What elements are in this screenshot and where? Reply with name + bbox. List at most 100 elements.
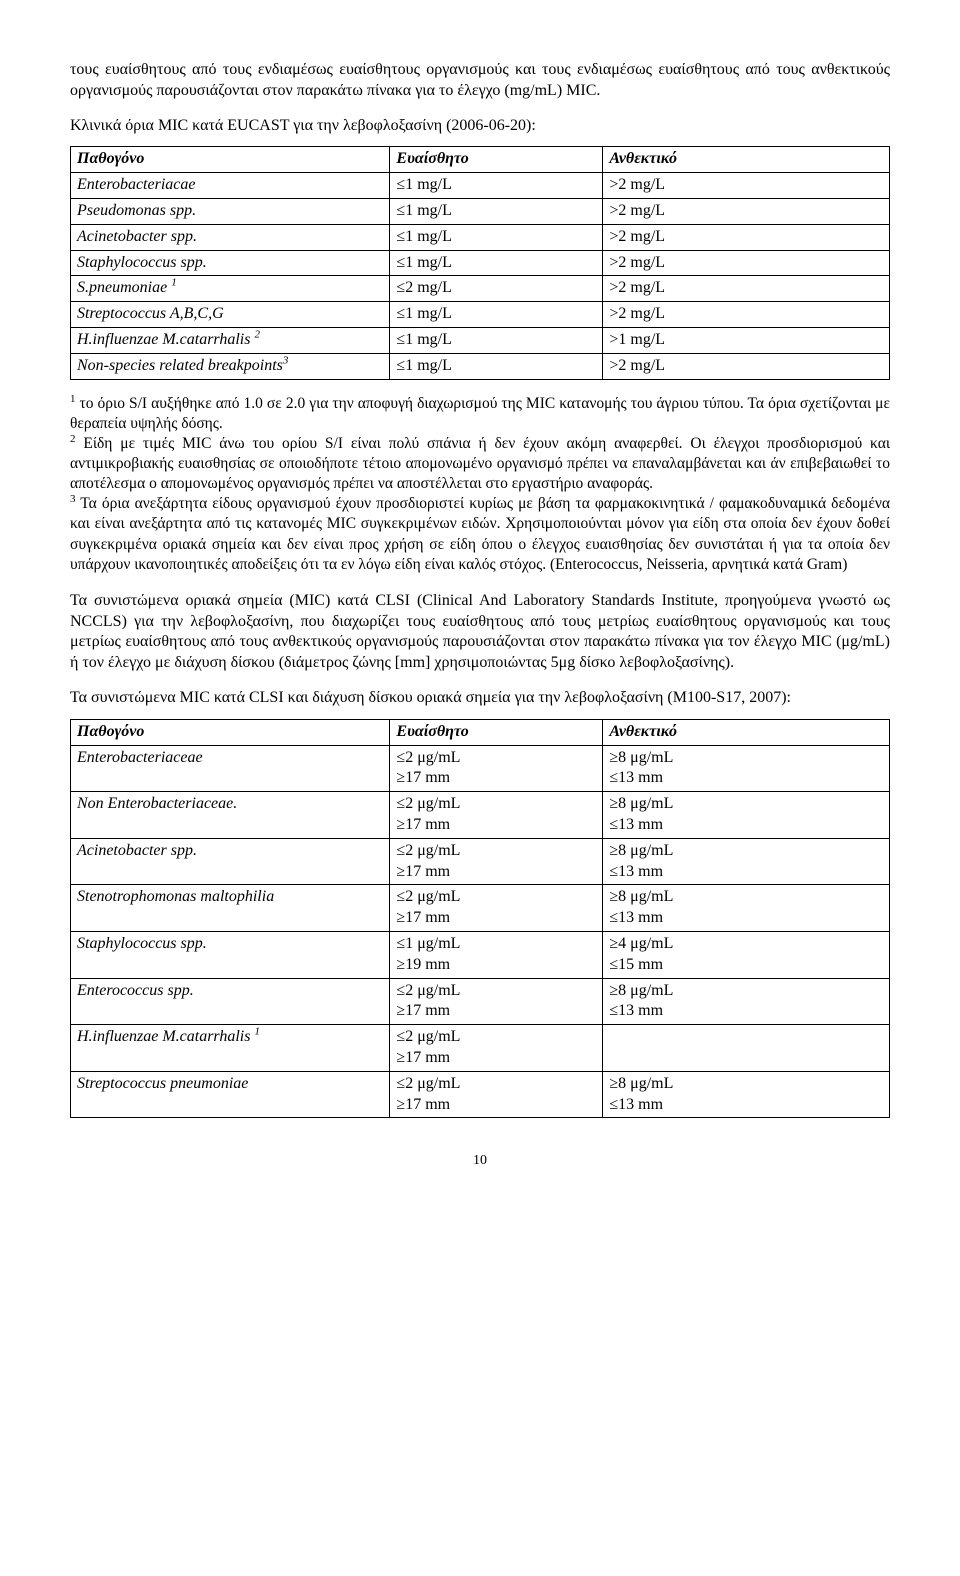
table-row: Non-species related breakpoints3 ≤1 mg/L… [71, 353, 890, 379]
cell-line: ≥17 mm [396, 1002, 450, 1019]
cell: Acinetobacter spp. [71, 838, 390, 885]
cell-text: H.influenzae M.catarrhalis [77, 1028, 254, 1045]
table-row: Non Enterobacteriaceae. ≤2 μg/mL≥17 mm ≥… [71, 792, 890, 839]
cell: S.pneumoniae 1 [71, 276, 390, 302]
footnote-ref: 2 [254, 329, 260, 341]
cell-line: ≤2 μg/mL [396, 982, 460, 999]
cell: Non Enterobacteriaceae. [71, 792, 390, 839]
cell: ≤2 μg/mL ≥17 mm [390, 1025, 603, 1072]
cell: Enterococcus spp. [71, 978, 390, 1025]
cell: ≥8 μg/mL ≤13 mm [603, 885, 890, 932]
cell: >2 mg/L [603, 198, 890, 224]
cell-line: ≥17 mm [396, 909, 450, 926]
cell: >2 mg/L [603, 276, 890, 302]
cell-line: ≤13 mm [609, 816, 663, 833]
cell-line: ≥8 μg/mL [609, 982, 673, 999]
cell-line: ≤2 μg/mL [396, 1075, 460, 1092]
cell-line: ≥17 mm [396, 1096, 450, 1113]
table-row: S.pneumoniae 1 ≤2 mg/L >2 mg/L [71, 276, 890, 302]
cell: ≤1 mg/L [390, 224, 603, 250]
cell: ≤1 mg/L [390, 353, 603, 379]
cell-line: ≥8 μg/mL [609, 795, 673, 812]
cell-line: ≤2 μg/mL [396, 795, 460, 812]
cell: ≤1 mg/L [390, 327, 603, 353]
footnote-text: το όριο S/I αυξήθηκε από 1.0 σε 2.0 για … [70, 395, 890, 432]
cell: H.influenzae M.catarrhalis 2 [71, 327, 390, 353]
cell-line: ≤13 mm [609, 1096, 663, 1113]
cell: ≤2 μg/mL ≥17 mm [390, 1071, 603, 1118]
col-resistant: Ανθεκτικό [603, 147, 890, 173]
page-number: 10 [70, 1152, 890, 1170]
cell: Non-species related breakpoints3 [71, 353, 390, 379]
cell-line: ≤13 mm [609, 863, 663, 880]
cell-line: ≥17 mm [396, 769, 450, 786]
cell-line: ≤13 mm [609, 769, 663, 786]
col-susceptible: Ευαίσθητο [390, 719, 603, 745]
footnote-ref: 1 [254, 1026, 260, 1038]
cell-line: ≤1 μg/mL [396, 935, 460, 952]
cell: ≤2 μg/mL≥17 mm [390, 838, 603, 885]
cell: Streptococcus pneumoniae [71, 1071, 390, 1118]
cell: ≥8 μg/mL ≤13 mm [603, 1071, 890, 1118]
cell-line: ≤2 μg/mL [396, 1028, 460, 1045]
cell: ≥8 μg/mL ≤13 mm [603, 792, 890, 839]
cell: ≤1 mg/L [390, 198, 603, 224]
table-row: Παθογόνο Ευαίσθητο Ανθεκτικό [71, 147, 890, 173]
cell: Staphylococcus spp. [71, 250, 390, 276]
cell: ≤2 μg/mL≥17 mm [390, 792, 603, 839]
cell: ≤1 mg/L [390, 302, 603, 328]
cell: H.influenzae M.catarrhalis 1 [71, 1025, 390, 1072]
table-row: Acinetobacter spp. ≤1 mg/L >2 mg/L [71, 224, 890, 250]
table-row: H.influenzae M.catarrhalis 2 ≤1 mg/L >1 … [71, 327, 890, 353]
cell: >2 mg/L [603, 353, 890, 379]
footnotes-block: 1 το όριο S/I αυξήθηκε από 1.0 σε 2.0 γι… [70, 394, 890, 575]
cell: ≥8 μg/mL ≤13 mm [603, 745, 890, 792]
table-row: Acinetobacter spp. ≤2 μg/mL≥17 mm ≥8 μg/… [71, 838, 890, 885]
cell-line: ≤13 mm [609, 909, 663, 926]
cell-line: ≥17 mm [396, 1049, 450, 1066]
col-resistant: Ανθεκτικό [603, 719, 890, 745]
cell: Streptococcus A,B,C,G [71, 302, 390, 328]
table-row: Staphylococcus spp. ≤1 μg/mL≥19 mm ≥4 μg… [71, 931, 890, 978]
cell: Pseudomonas spp. [71, 198, 390, 224]
cell: ≤1 mg/L [390, 250, 603, 276]
cell: ≤1 mg/L [390, 173, 603, 199]
cell: ≤1 μg/mL≥19 mm [390, 931, 603, 978]
footnote-ref: 3 [283, 354, 289, 366]
cell-line: ≥8 μg/mL [609, 1075, 673, 1092]
cell: Enterobacteriaceae [71, 745, 390, 792]
footnote-text: Είδη με τιμές MIC άνω του ορίου S/I είνα… [70, 435, 890, 492]
cell-line: ≤13 mm [609, 1002, 663, 1019]
table-row: H.influenzae M.catarrhalis 1 ≤2 μg/mL ≥17… [71, 1025, 890, 1072]
table-row: Streptococcus pneumoniae ≤2 μg/mL≥17 mm … [71, 1071, 890, 1118]
cell-line: ≤2 μg/mL [396, 749, 460, 766]
cell-line: ≥8 μg/mL [609, 749, 673, 766]
clsi-mic-table: Παθογόνο Ευαίσθητο Ανθεκτικό Enterobacte… [70, 719, 890, 1119]
col-pathogen: Παθογόνο [71, 719, 390, 745]
cell [603, 1025, 890, 1072]
cell: Enterobacteriacae [71, 173, 390, 199]
cell-line: ≤15 mm [609, 956, 663, 973]
table-row: Παθογόνο Ευαίσθητο Ανθεκτικό [71, 719, 890, 745]
cell: Acinetobacter spp. [71, 224, 390, 250]
cell: ≥8 μg/mL ≤13 mm [603, 978, 890, 1025]
cell: >2 mg/L [603, 250, 890, 276]
cell-text: S.pneumoniae [77, 279, 171, 296]
table-row: Enterobacteriacae ≤1 mg/L >2 mg/L [71, 173, 890, 199]
eucast-mic-table: Παθογόνο Ευαίσθητο Ανθεκτικό Enterobacte… [70, 146, 890, 379]
cell-line: ≥4 μg/mL [609, 935, 673, 952]
cell: ≤2 μg/mL≥17 mm [390, 885, 603, 932]
table1-heading: Κλινικά όρια MIC κατά EUCAST για την λεβ… [70, 116, 890, 137]
cell-line: ≥8 μg/mL [609, 888, 673, 905]
cell-line: ≥8 μg/mL [609, 842, 673, 859]
cell: ≤2 mg/L [390, 276, 603, 302]
cell-line: ≤2 μg/mL [396, 842, 460, 859]
cell: >2 mg/L [603, 173, 890, 199]
cell: >1 mg/L [603, 327, 890, 353]
cell: Stenotrophomonas maltophilia [71, 885, 390, 932]
cell: ≤2 μg/mL ≥17 mm [390, 745, 603, 792]
cell-text: Non-species related breakpoints [77, 357, 283, 374]
intro-paragraph: τους ευαίσθητους από τους ενδιαμέσως ευα… [70, 60, 890, 102]
table-row: Enterococcus spp. ≤2 μg/mL ≥17 mm ≥8 μg/m… [71, 978, 890, 1025]
table-row: Staphylococcus spp. ≤1 mg/L >2 mg/L [71, 250, 890, 276]
